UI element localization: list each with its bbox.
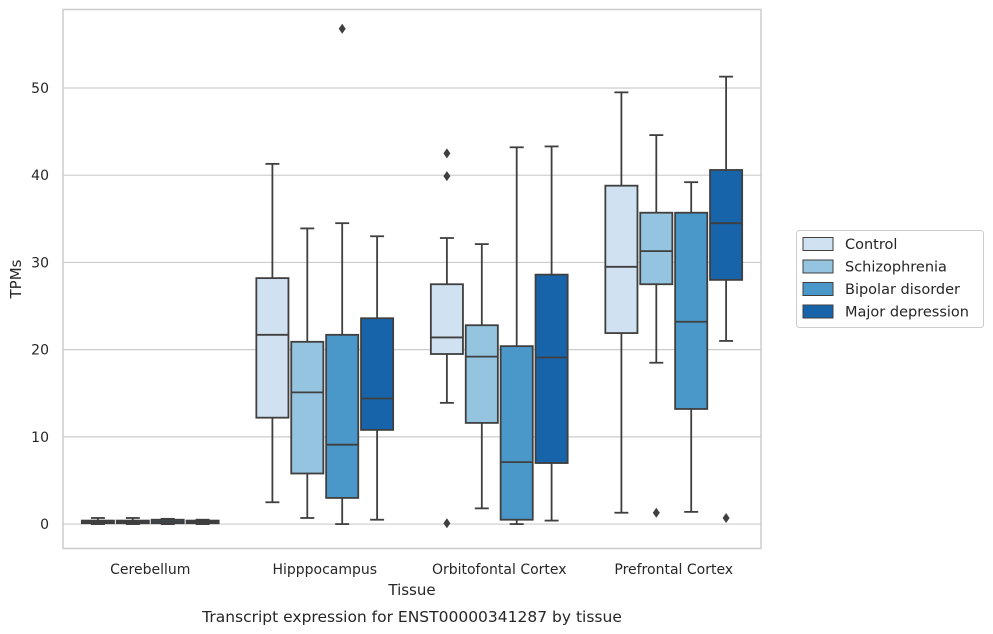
box-schizophrenia: [115, 517, 150, 525]
iqr-box: [360, 317, 395, 431]
legend-label: Major depression: [845, 305, 969, 321]
iqr-box: [290, 340, 325, 475]
legend-swatch: [802, 282, 834, 296]
x-axis-title: Tissue: [387, 581, 435, 599]
y-tick-label: 30: [31, 255, 49, 271]
iqr-box: [464, 324, 499, 424]
legend-swatch: [802, 259, 834, 274]
box-control: [255, 162, 290, 504]
outlier-point: [443, 148, 451, 159]
legend-label: Bipolar disorder: [845, 282, 960, 298]
outlier-point: [443, 171, 451, 182]
legend-swatch: [802, 237, 834, 251]
iqr-box: [604, 184, 639, 334]
box-bipolar-disorder: [325, 23, 360, 525]
box-bipolar-disorder: [674, 181, 709, 513]
outlier-point: [722, 512, 730, 523]
gridlines: [63, 87, 761, 525]
legend-frame: [796, 230, 984, 328]
box-major-depression: [185, 518, 220, 525]
box-control: [80, 517, 115, 525]
legend: Control Schizophrenia Bipolar disorder Majo…: [796, 230, 984, 328]
box-major-depression: [709, 75, 744, 523]
x-axis-ticks: Cerebellum Hipppocampus Orbitofontal Corte…: [110, 562, 733, 578]
box-major-depression: [360, 235, 395, 521]
outlier-point: [338, 23, 346, 34]
y-tick-label: 40: [31, 168, 49, 184]
box-series: [80, 23, 744, 529]
y-axis-title: TPMs: [7, 259, 25, 299]
legend-items: Control Schizophrenia Bipolar disorder Majo…: [802, 237, 969, 321]
y-tick-label: 0: [40, 517, 49, 533]
box-schizophrenia: [464, 243, 499, 510]
iqr-box: [325, 333, 360, 499]
iqr-box: [255, 277, 290, 419]
iqr-box: [499, 345, 534, 521]
box-schizophrenia: [639, 134, 674, 518]
x-tick-label: Cerebellum: [110, 562, 190, 578]
outlier-point: [652, 507, 660, 518]
box-bipolar-disorder: [150, 517, 185, 525]
box-schizophrenia: [290, 227, 325, 519]
iqr-box: [709, 169, 744, 281]
outlier-point: [443, 518, 451, 529]
y-axis-ticks: 0 10 20 30 40 50: [31, 81, 49, 533]
x-tick-label: Prefrontal Cortex: [614, 562, 733, 578]
legend-label: Control: [845, 237, 897, 253]
legend-swatch: [802, 304, 834, 319]
plot-frame: [62, 8, 762, 550]
chart-caption: Transcript expression for ENST0000034128…: [201, 608, 622, 626]
iqr-box: [429, 283, 464, 355]
iqr-box: [534, 273, 569, 464]
x-tick-label: Orbitofontal Cortex: [432, 562, 567, 578]
iqr-box: [674, 211, 709, 410]
box-control: [429, 148, 464, 529]
box-control: [604, 91, 639, 514]
y-tick-label: 50: [31, 81, 49, 97]
box-bipolar-disorder: [499, 146, 534, 525]
y-tick-label: 20: [31, 343, 49, 359]
box-major-depression: [534, 145, 569, 522]
x-tick-label: Hipppocampus: [272, 562, 377, 578]
legend-label: Schizophrenia: [845, 260, 947, 276]
y-tick-label: 10: [31, 430, 49, 446]
iqr-box: [639, 211, 674, 286]
